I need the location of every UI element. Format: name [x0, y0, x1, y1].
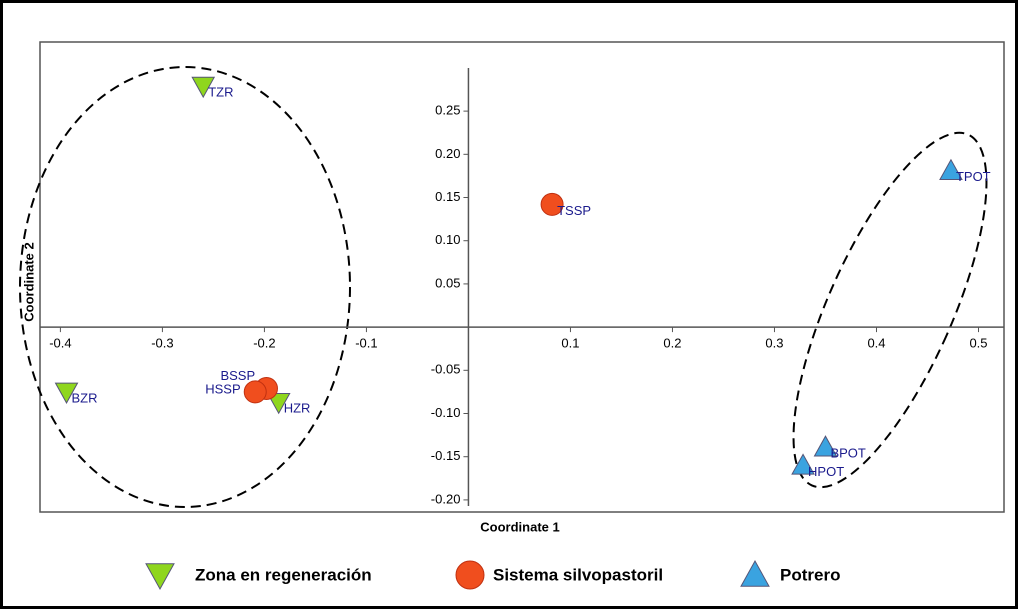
point — [54, 382, 79, 404]
x-tick-label: 0.3 — [765, 336, 783, 351]
point-label: TSSP — [557, 203, 591, 218]
y-tick-label: -0.15 — [431, 448, 461, 463]
point-label: HZR — [284, 401, 311, 416]
legend-label: Potrero — [780, 565, 840, 584]
y-tick-label: 0.25 — [435, 103, 460, 118]
legend-label: Sistema silvopastoril — [493, 565, 663, 584]
plot-box — [39, 41, 1005, 513]
y-tick-label: 0.10 — [435, 232, 460, 247]
point-label: BZR — [72, 390, 98, 405]
x-tick-label: 0.1 — [561, 336, 579, 351]
legend-label: Zona en regeneración — [195, 565, 372, 584]
cluster-ellipse — [19, 66, 351, 508]
x-tick-label: -0.1 — [355, 336, 377, 351]
y-tick-label: 0.20 — [435, 146, 460, 161]
x-tick-label: -0.3 — [151, 336, 173, 351]
legend-marker — [145, 563, 175, 591]
point-label: HSSP — [205, 381, 240, 396]
point — [243, 380, 267, 404]
point — [939, 158, 963, 181]
legend-marker — [740, 559, 770, 587]
point — [791, 453, 815, 475]
point-label: TPOT — [956, 169, 991, 184]
y-tick-label: -0.05 — [431, 362, 461, 377]
y-axis-label: Coordinate 2 — [21, 242, 36, 321]
point — [191, 76, 216, 99]
x-tick-label: -0.2 — [253, 336, 275, 351]
x-tick-label: 0.4 — [867, 336, 885, 351]
y-tick-label: 0.05 — [435, 275, 460, 290]
x-tick-label: 0.2 — [663, 336, 681, 351]
y-tick-label: -0.10 — [431, 405, 461, 420]
x-axis-label: Coordinate 1 — [480, 519, 559, 534]
point-label: BPOT — [830, 446, 865, 461]
point — [540, 192, 564, 216]
point — [266, 392, 291, 415]
legend-marker — [455, 560, 485, 590]
x-tick-label: -0.4 — [49, 336, 71, 351]
point — [813, 435, 838, 457]
point-label: TZR — [208, 85, 233, 100]
y-tick-label: -0.20 — [431, 491, 461, 506]
x-tick-label: 0.5 — [969, 336, 987, 351]
cluster-ellipse — [792, 131, 988, 489]
y-tick-label: 0.15 — [435, 189, 460, 204]
point-label: BSSP — [220, 368, 255, 383]
point-label: HPOT — [808, 464, 844, 479]
